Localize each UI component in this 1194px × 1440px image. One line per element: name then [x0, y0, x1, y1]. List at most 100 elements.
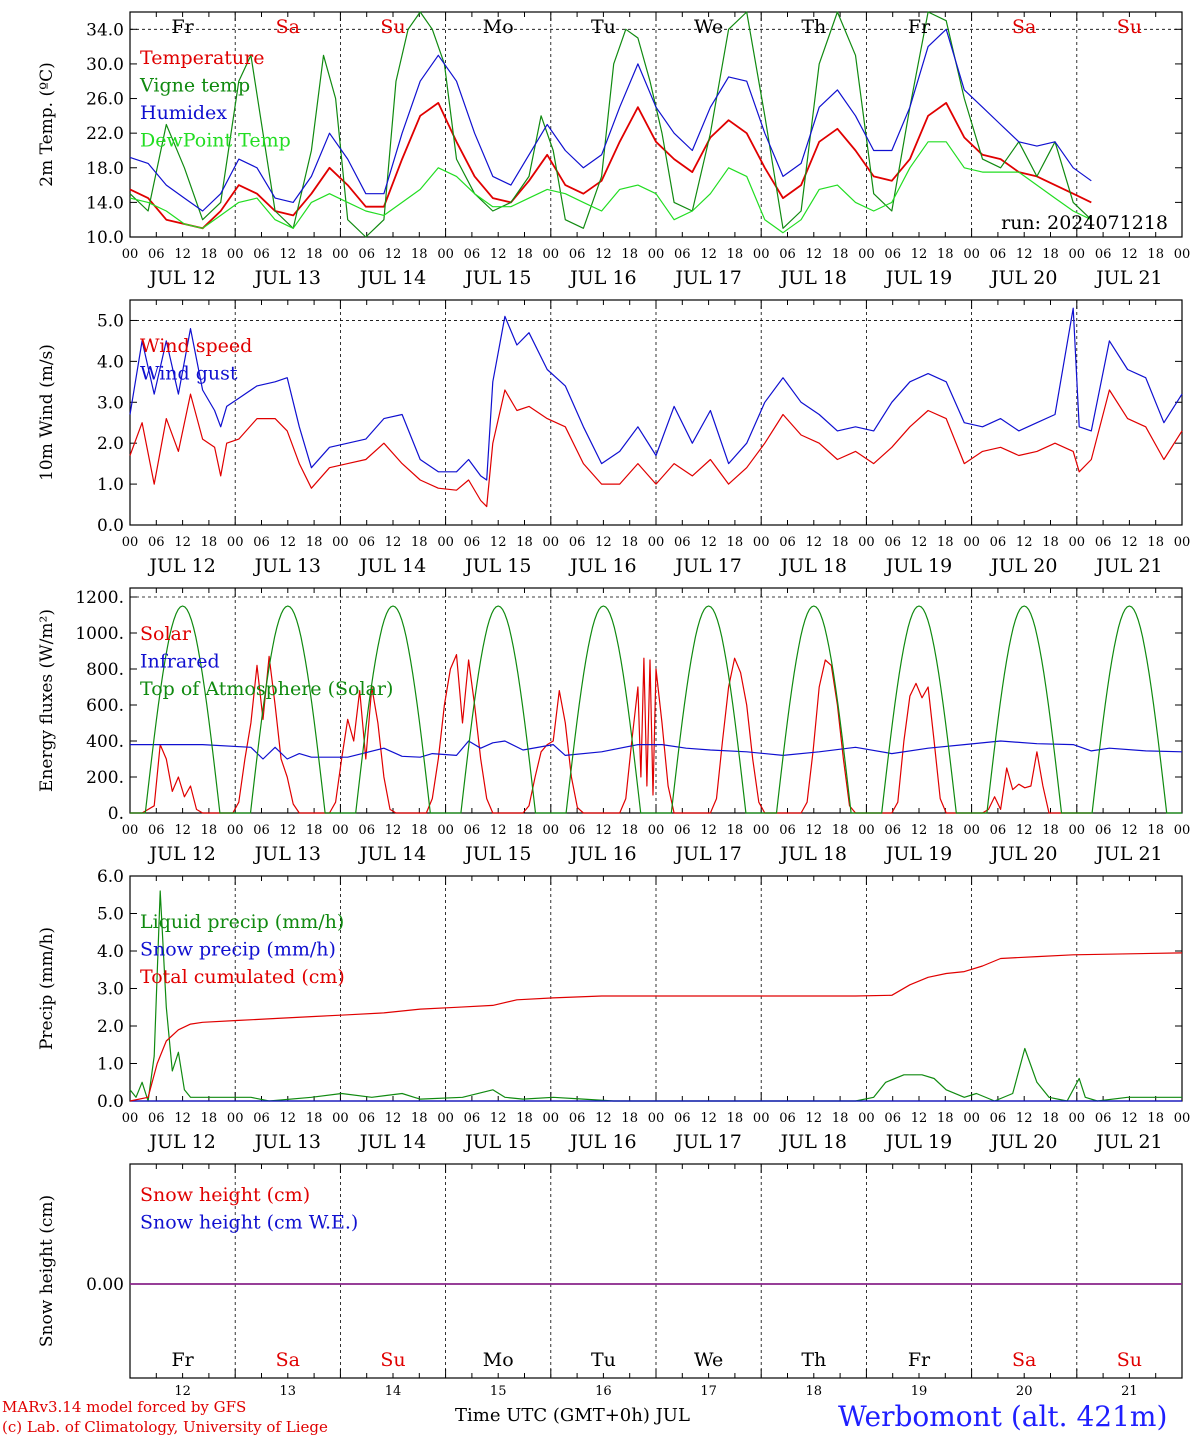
- hour-tick-label: 18: [306, 535, 323, 550]
- hour-tick-label: 00: [753, 1111, 770, 1126]
- series-line: [129, 102, 1092, 230]
- hour-tick-label: 12: [1121, 1111, 1138, 1126]
- legend-entry: Total cumulated (cm): [140, 966, 345, 988]
- hour-tick-label: 12: [174, 247, 191, 262]
- weekday-label: Sa: [1012, 16, 1036, 38]
- y-tick-label: 10.0: [86, 228, 124, 248]
- date-label: JUL 13: [253, 843, 321, 865]
- hour-tick-label: 00: [122, 1111, 139, 1126]
- y-tick-label: 0.00: [86, 1275, 124, 1295]
- hour-tick-label: 06: [569, 823, 586, 838]
- hour-tick-label: 18: [306, 1111, 323, 1126]
- date-label: JUL 12: [147, 1131, 215, 1153]
- hour-tick-label: 18: [832, 247, 849, 262]
- hour-tick-label: 06: [779, 1111, 796, 1126]
- y-tick-label: 5.0: [97, 905, 124, 925]
- y-tick-label: 2.0: [97, 434, 124, 454]
- panel-2-frame: [129, 299, 1183, 526]
- hour-tick-label: 06: [569, 247, 586, 262]
- hour-tick-label: 06: [1095, 823, 1112, 838]
- hour-tick-label: 18: [516, 1111, 533, 1126]
- y-axis-label: 2m Temp. (ºC): [37, 62, 57, 187]
- hour-tick-label: 12: [490, 535, 507, 550]
- legend-entry: Wind speed: [140, 335, 252, 357]
- hour-tick-label: 18: [937, 823, 954, 838]
- hour-tick-label: 12: [806, 1111, 823, 1126]
- hour-tick-label: 12: [385, 823, 402, 838]
- legend-entry: Wind gust: [140, 363, 238, 385]
- hour-tick-label: 00: [437, 1111, 454, 1126]
- hour-tick-label: 06: [674, 535, 691, 550]
- hour-tick-label: 06: [779, 823, 796, 838]
- date-label: JUL 14: [358, 267, 426, 289]
- hour-tick-label: 18: [621, 823, 638, 838]
- hour-tick-label: 18: [727, 247, 744, 262]
- hour-tick-label: 06: [884, 535, 901, 550]
- series-line: [130, 654, 1092, 814]
- hour-tick-label: 00: [648, 535, 665, 550]
- hour-tick-label: 06: [569, 1111, 586, 1126]
- hour-tick-label: 12: [806, 247, 823, 262]
- hour-tick-label: 12: [490, 247, 507, 262]
- hour-tick-label: 00: [963, 823, 980, 838]
- y-tick-label: 30.0: [86, 55, 124, 75]
- date-label: JUL 17: [673, 843, 741, 865]
- weekday-label: Su: [1117, 16, 1142, 38]
- hour-tick-label: 12: [1016, 535, 1033, 550]
- hour-tick-label: 06: [674, 823, 691, 838]
- hour-tick-label: 18: [306, 247, 323, 262]
- hour-tick-label: 12: [911, 535, 928, 550]
- hour-tick-label: 00: [332, 823, 349, 838]
- date-label: JUL 17: [673, 555, 741, 577]
- hour-tick-label: 12: [1121, 535, 1138, 550]
- day-number: 20: [1016, 1384, 1033, 1399]
- y-axis-label: Energy fluxes (W/m²): [37, 609, 57, 792]
- hour-tick-label: 06: [779, 247, 796, 262]
- y-tick-label: 3.0: [97, 980, 124, 1000]
- y-tick-label: 14.0: [86, 193, 124, 213]
- hour-tick-label: 12: [1016, 1111, 1033, 1126]
- hour-tick-label: 00: [227, 823, 244, 838]
- date-label: JUL 17: [673, 1131, 741, 1153]
- y-tick-label: 4.0: [97, 352, 124, 372]
- date-label: JUL 20: [989, 267, 1057, 289]
- hour-tick-label: 00: [227, 535, 244, 550]
- y-tick-label: 5.0: [97, 311, 124, 331]
- hour-tick-label: 18: [1147, 823, 1164, 838]
- date-label: JUL 16: [568, 267, 636, 289]
- hour-tick-label: 18: [411, 823, 428, 838]
- hour-tick-label: 06: [464, 823, 481, 838]
- weekday-label: Th: [801, 16, 826, 38]
- legend-entry: Vigne temp: [139, 75, 250, 97]
- hour-tick-label: 12: [911, 823, 928, 838]
- hour-tick-label: 18: [411, 247, 428, 262]
- date-label: JUL 21: [1094, 1131, 1162, 1153]
- weekday-label: We: [694, 1349, 723, 1371]
- date-label: JUL 16: [568, 1131, 636, 1153]
- y-axis-label: 10m Wind (m/s): [37, 344, 57, 481]
- weekday-label: Fr: [908, 16, 931, 38]
- hour-tick-label: 18: [621, 535, 638, 550]
- y-tick-label: 1.0: [97, 475, 124, 495]
- day-number: 15: [490, 1384, 507, 1399]
- hour-tick-label: 12: [1016, 823, 1033, 838]
- series-line: [129, 389, 1183, 508]
- hour-tick-label: 00: [858, 1111, 875, 1126]
- hour-tick-label: 12: [174, 823, 191, 838]
- date-label: JUL 19: [884, 267, 952, 289]
- weekday-label: Fr: [908, 1349, 931, 1371]
- y-tick-label: 3.0: [97, 393, 124, 413]
- hour-tick-label: 12: [700, 535, 717, 550]
- hour-tick-label: 06: [674, 1111, 691, 1126]
- y-tick-label: 4.0: [97, 942, 124, 962]
- hour-tick-label: 12: [700, 823, 717, 838]
- hour-tick-label: 18: [1147, 247, 1164, 262]
- day-number: 13: [280, 1384, 297, 1399]
- hour-tick-label: 18: [411, 535, 428, 550]
- hour-tick-label: 12: [806, 823, 823, 838]
- hour-tick-label: 06: [253, 1111, 270, 1126]
- hour-tick-label: 18: [1042, 535, 1059, 550]
- day-number: 17: [700, 1384, 717, 1399]
- day-number: 12: [174, 1384, 191, 1399]
- hour-tick-label: 12: [385, 247, 402, 262]
